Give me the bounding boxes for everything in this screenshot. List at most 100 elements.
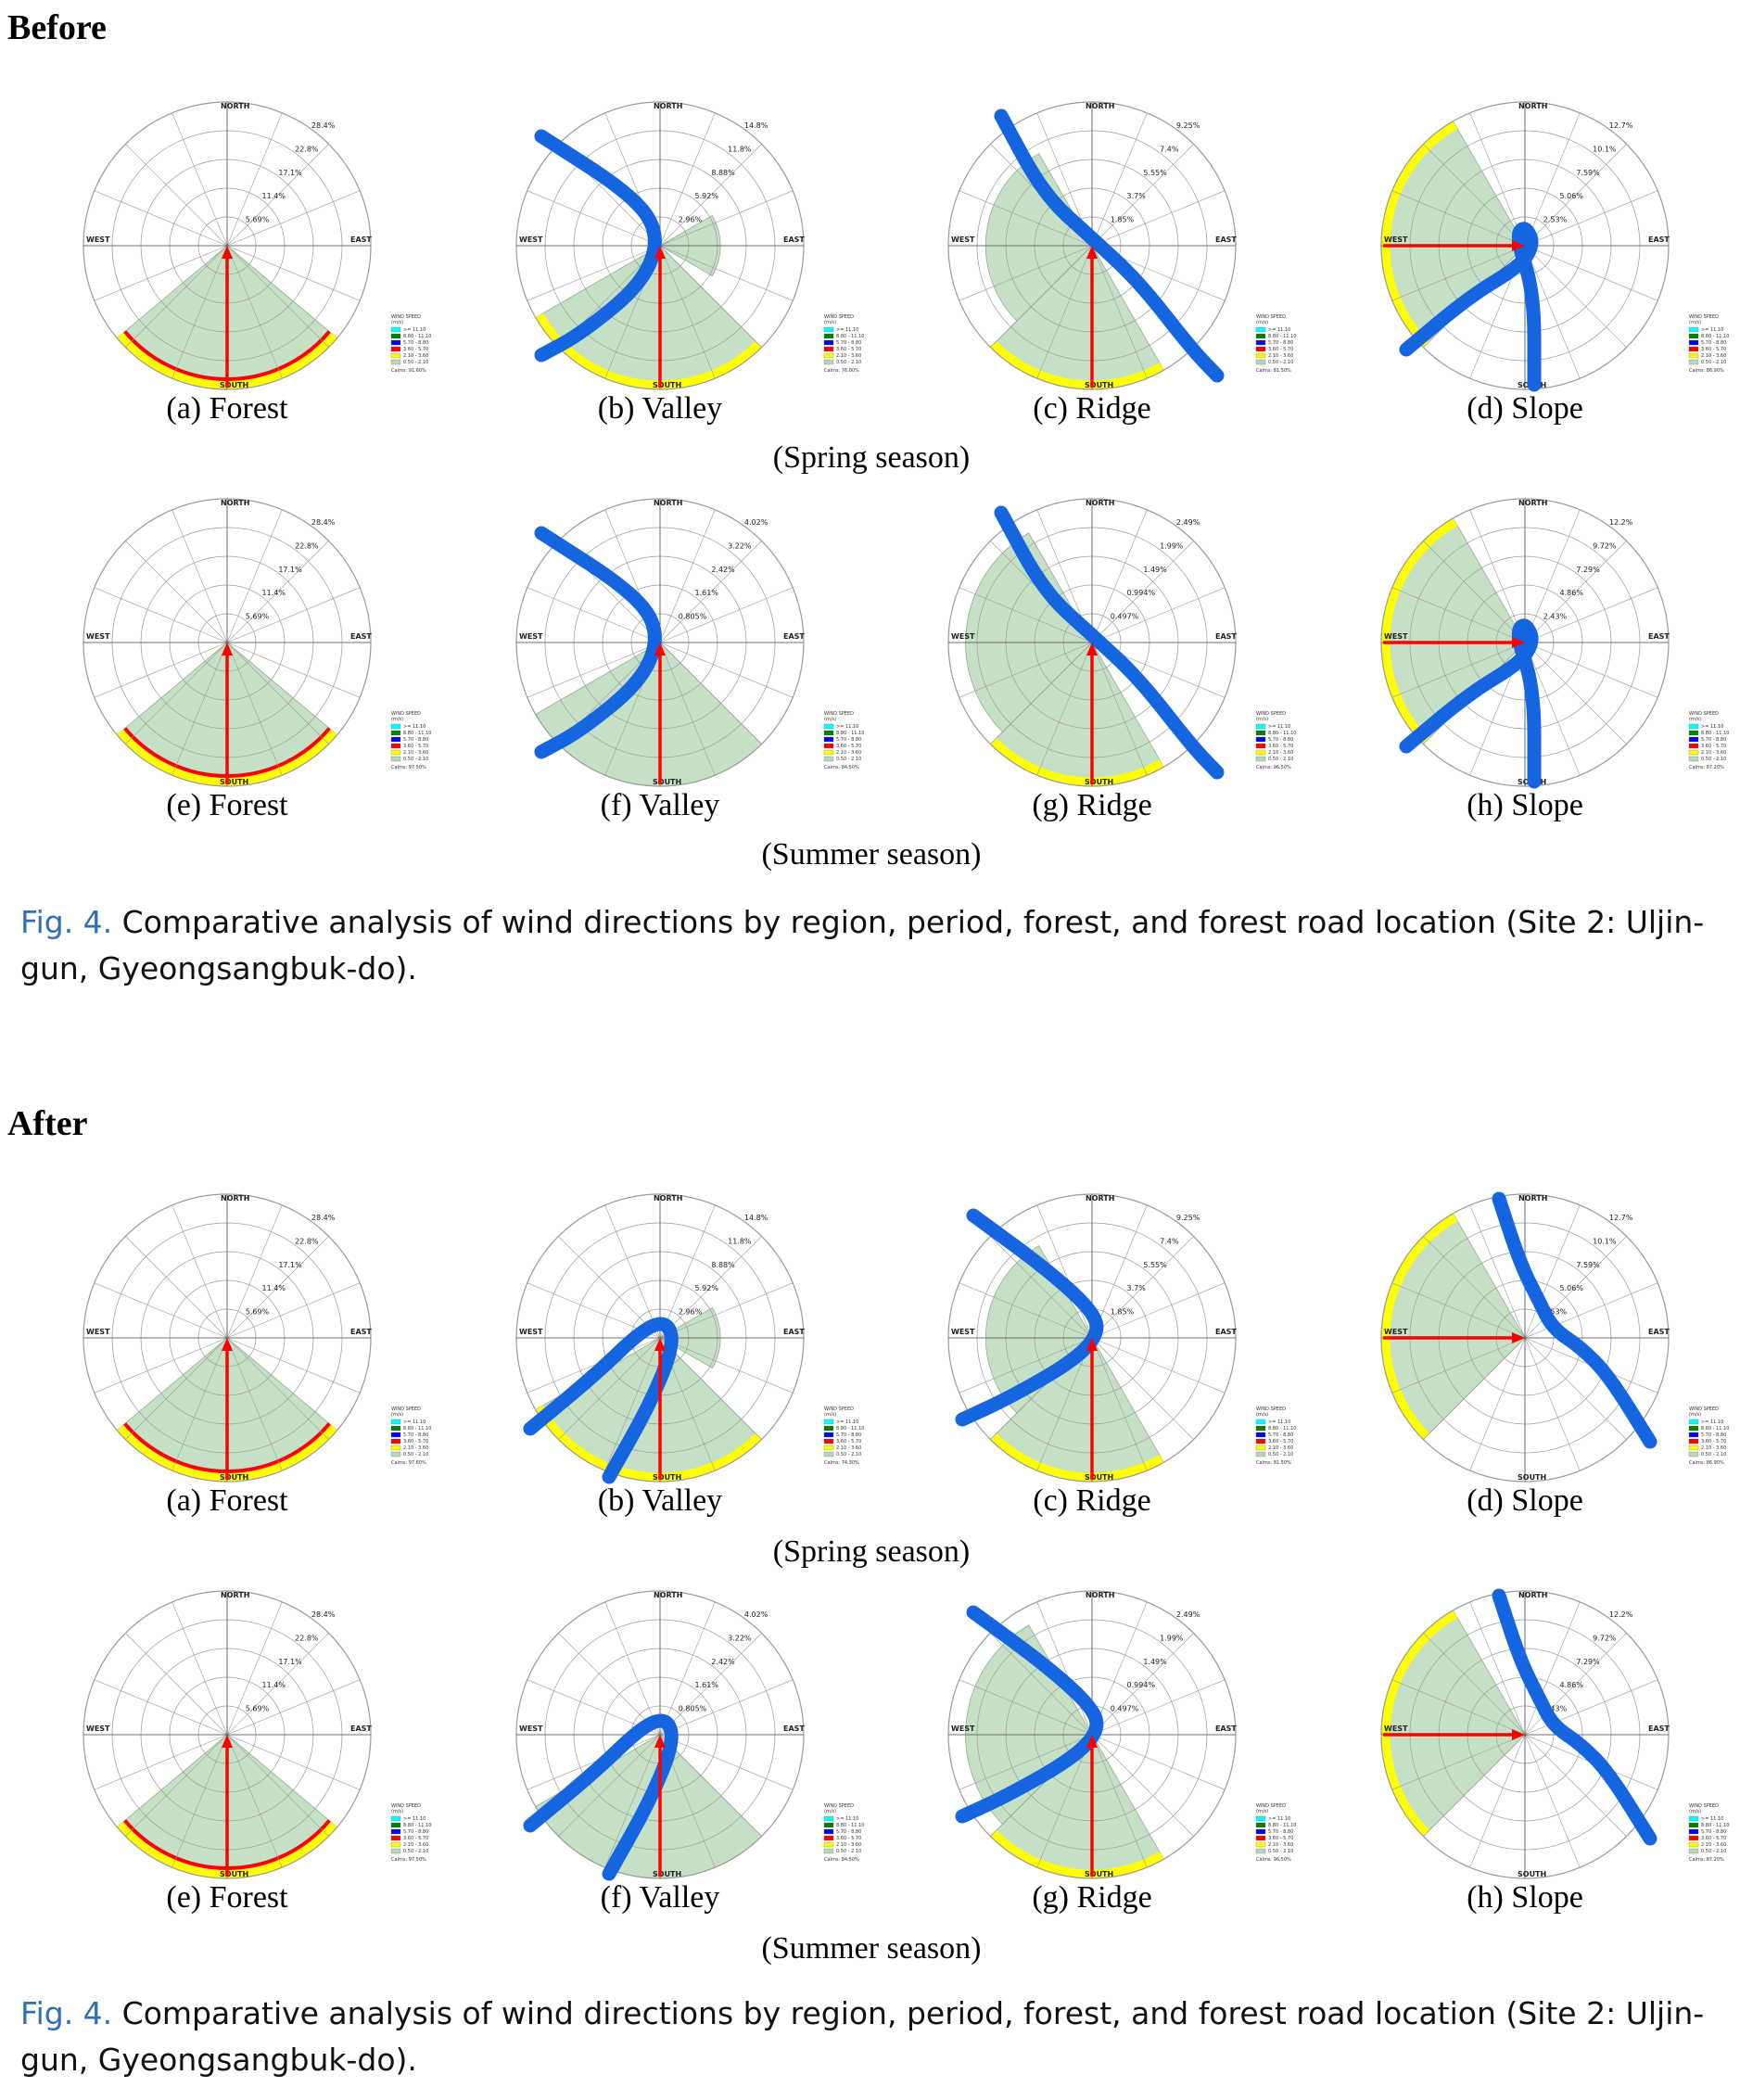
legend-bin-label: 0.50 - 2.10	[403, 1452, 428, 1457]
legend-swatch	[390, 1848, 401, 1854]
grid-spoke	[1091, 190, 1226, 247]
ring-tick-label: 22.8%	[295, 541, 319, 550]
forest-road-line	[523, 1713, 679, 1881]
legend-bin-label: 2.10 - 3.60	[1701, 353, 1726, 359]
legend-unit: (m/s)	[1256, 320, 1268, 325]
arrow-head-icon	[1086, 246, 1098, 259]
ring-tick-label: 12.2%	[1609, 518, 1633, 527]
grid-spoke	[1036, 642, 1093, 776]
direction-label-west: WEST	[1384, 1725, 1408, 1733]
direction-label-east: EAST	[350, 632, 372, 641]
wind-rose-before-3: 2.53%5.06%7.59%10.1%12.7%NORTHEASTSOUTHW…	[1380, 101, 1729, 392]
legend-title: WIND SPEED	[824, 711, 854, 717]
grid-spoke	[171, 1601, 228, 1736]
grid-spoke	[659, 1236, 762, 1339]
ring-tick-label: 2.53%	[1543, 216, 1568, 224]
ring-tick-label: 1.61%	[695, 589, 719, 597]
legend-swatch	[823, 1822, 834, 1828]
legend-swatch	[1255, 1828, 1266, 1835]
wind-rose-after-7: 2.43% 4.86% 7.29% 9.72% 12.2% NORTH EAST SOUTH W…	[1380, 1588, 1729, 1879]
grid-spoke	[94, 1679, 228, 1736]
ring-tick-label: 0.497%	[1111, 613, 1139, 621]
ring-tick-label: 17.1%	[278, 1261, 302, 1269]
direction-label-south: SOUTH	[1518, 1870, 1546, 1878]
arrow-head-icon	[1512, 1729, 1525, 1740]
legend-bin-label: >= 11.10	[836, 1816, 858, 1822]
after-spring-label: (Spring season)	[772, 1534, 971, 1569]
legend-swatch	[1255, 339, 1266, 346]
legend-bin-label: 0.50 - 2.10	[1268, 1452, 1293, 1457]
grid-spoke	[1391, 1734, 1526, 1790]
grid-spoke	[1423, 1236, 1526, 1339]
ring-tick-label: 22.8%	[295, 1237, 319, 1245]
grid-spoke	[1036, 1601, 1093, 1736]
wind-rose-before-4: 5.69% 11.4% 17.1% 22.8% 28.4% NORTH EAST SOUTH W…	[83, 498, 431, 787]
legend-bin-label: 3.60 - 5.70	[836, 744, 861, 749]
grid-spoke	[990, 642, 1093, 745]
grid-spoke	[558, 1734, 661, 1837]
direction-label-south: SOUTH	[653, 381, 681, 389]
legend-calms: Calms: 86.90%	[1689, 368, 1724, 374]
wind-speed-legend: WIND SPEED(m/s)>= 11.108.80 - 11.105.70 …	[1255, 1406, 1296, 1466]
grid-spoke	[1091, 587, 1226, 643]
ring-tick-label: 1.61%	[695, 1681, 719, 1689]
grid-spoke	[1391, 1282, 1526, 1339]
wind-speed-legend: WIND SPEED(m/s)>= 11.108.80 - 11.105.70 …	[1688, 1406, 1729, 1466]
legend-bin-label: >= 11.10	[1701, 724, 1723, 730]
legend-bin-label: 8.80 - 11.10	[403, 731, 431, 736]
legend-bin-label: 3.60 - 5.70	[403, 347, 428, 352]
ring-tick-label: 5.06%	[1560, 1284, 1584, 1292]
legend-swatch	[823, 749, 834, 756]
legend-swatch	[1255, 1419, 1266, 1425]
legend-title: WIND SPEED	[391, 1406, 421, 1412]
legend-unit: (m/s)	[1256, 1412, 1268, 1418]
legend-swatch	[390, 333, 401, 339]
grid-spoke	[171, 245, 228, 379]
legend-bin-label: 2.10 - 3.60	[836, 750, 861, 756]
grid-spoke	[1091, 1734, 1226, 1790]
grid-spoke	[226, 1236, 329, 1339]
direction-label-east: EAST	[350, 1725, 372, 1733]
wind-speed-legend: WIND SPEED(m/s)>= 11.108.80 - 11.105.70 …	[823, 1406, 864, 1466]
grid-spoke	[659, 1633, 762, 1736]
legend-swatch	[823, 730, 834, 736]
grid-spoke	[1524, 1734, 1581, 1868]
ring-tick-label: 0.805%	[679, 1705, 707, 1713]
legend-bin-label: 8.80 - 11.10	[836, 334, 864, 339]
legend-bin-label: >= 11.10	[1268, 724, 1290, 730]
grid-spoke	[226, 1282, 361, 1339]
direction-label-east: EAST	[1215, 235, 1237, 244]
ring-tick-label: 7.29%	[1576, 1658, 1600, 1666]
grid-spoke	[1524, 1337, 1627, 1440]
legend-bin-label: 8.80 - 11.10	[1701, 334, 1729, 339]
grid-spoke	[659, 1734, 762, 1837]
wind-rose-before-6: 0.497% 0.994% 1.49% 1.99% 2.49% NORTH EAST SOUT…	[947, 498, 1296, 787]
panel-caption: (d) Slope	[1467, 1483, 1583, 1518]
legend-bin-label: 5.70 - 8.80	[1268, 340, 1293, 346]
grid-spoke	[226, 1204, 283, 1339]
ring-tick-label: 7.59%	[1576, 169, 1600, 177]
forest-road-line	[534, 526, 662, 759]
forest-road-line	[955, 1208, 1104, 1427]
yellow-rim-band	[990, 340, 1164, 389]
ring-tick-label: 5.55%	[1143, 1261, 1167, 1269]
legend-swatch	[823, 756, 834, 762]
legend-swatch	[1688, 1432, 1699, 1438]
legend-swatch	[1688, 1451, 1699, 1457]
legend-bin-label: 3.60 - 5.70	[1268, 1836, 1293, 1841]
grid-spoke	[1524, 190, 1658, 247]
wind-rose-before-1: 2.96% 5.92% 8.88% 11.8% 14.8% NORTH EAST SOUTH W…	[515, 101, 864, 390]
direction-label-north: NORTH	[221, 102, 249, 110]
legend-swatch	[1255, 326, 1266, 333]
legend-swatch	[1255, 1451, 1266, 1457]
grid-spoke	[527, 587, 661, 643]
grid-spoke	[659, 1204, 716, 1339]
legend-bin-label: >= 11.10	[1268, 1419, 1290, 1425]
ring-tick-label: 11.8%	[728, 1237, 752, 1245]
legend-bin-label: 2.10 - 3.60	[403, 750, 428, 756]
grid-spoke	[604, 1601, 661, 1736]
grid-spoke	[1469, 1337, 1526, 1471]
grid-spoke	[226, 144, 329, 247]
legend-bin-label: 2.10 - 3.60	[1268, 1445, 1293, 1451]
legend-swatch	[1255, 1835, 1266, 1841]
